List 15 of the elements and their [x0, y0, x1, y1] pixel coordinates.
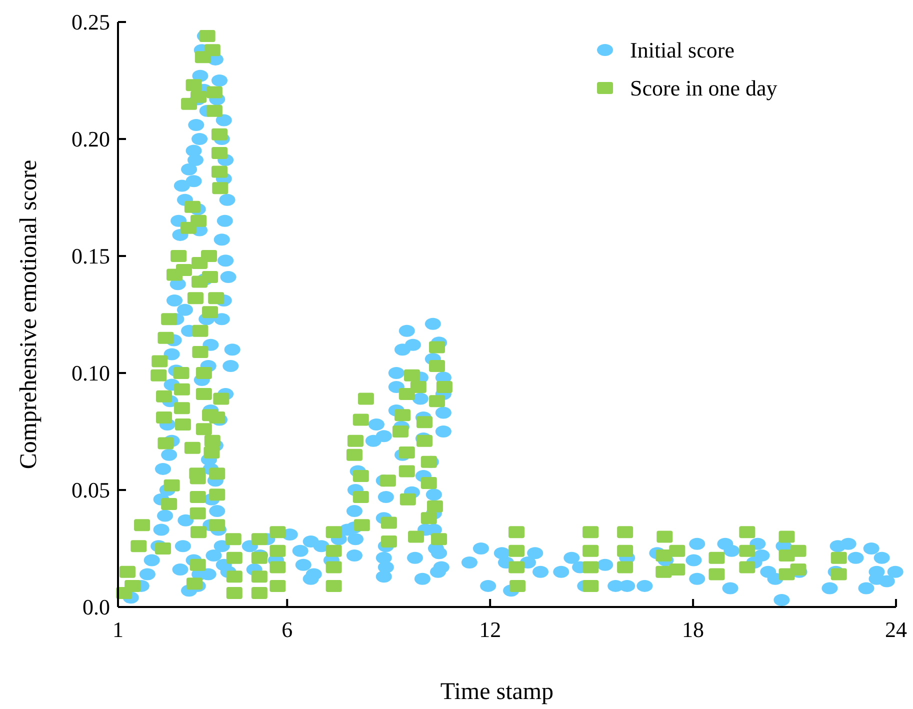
y-tick-label: 0.20 — [72, 126, 110, 152]
y-tick-label: 0.15 — [72, 244, 110, 269]
y-tick-label: 0.25 — [72, 10, 110, 35]
x-tick-label: 12 — [479, 617, 502, 642]
legend-label: Score in one day — [630, 76, 778, 101]
y-tick-label: 0.05 — [72, 478, 110, 503]
x-tick-label: 1 — [112, 617, 124, 642]
legend-label: Initial score — [630, 38, 734, 63]
y-axis-title: Comprehensive emotional score — [16, 160, 42, 470]
y-tick-label: 0.10 — [72, 360, 110, 386]
x-tick-label: 24 — [885, 617, 907, 642]
y-tick-label: 0.0 — [82, 594, 110, 620]
x-tick-label: 6 — [282, 617, 293, 642]
x-axis-title: Time stamp — [440, 679, 554, 705]
x-tick-label: 18 — [682, 617, 704, 642]
